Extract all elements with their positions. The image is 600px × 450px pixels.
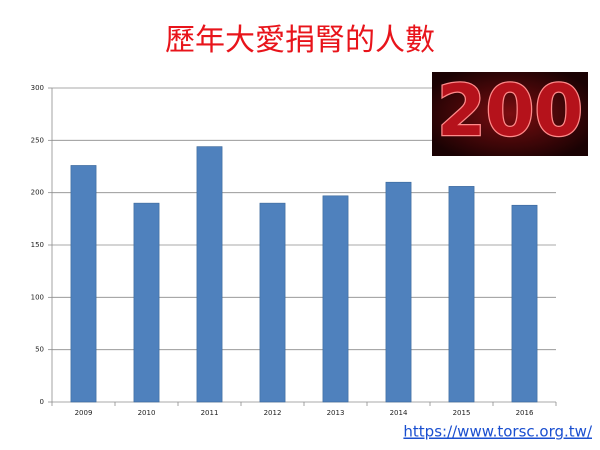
x-tick-label: 2011: [201, 409, 219, 417]
x-tick-label: 2013: [327, 409, 345, 417]
x-tick-label: 2015: [453, 409, 471, 417]
x-tick-label: 2012: [264, 409, 282, 417]
chart-title: 歷年大愛捐腎的人數: [165, 23, 435, 58]
y-tick-label: 150: [31, 241, 44, 249]
y-tick-label: 300: [31, 84, 44, 92]
y-tick-label: 0: [40, 398, 44, 406]
x-tick-label: 2009: [75, 409, 93, 417]
y-tick-label: 250: [31, 136, 44, 144]
bar: [385, 181, 412, 403]
badge-background: [432, 72, 588, 156]
x-tick-label: 2016: [516, 409, 534, 417]
badge-number: 200: [437, 70, 583, 152]
bar: [133, 202, 160, 403]
bar: [70, 165, 97, 403]
bar: [322, 195, 349, 403]
bar: [511, 204, 538, 403]
bar: [259, 202, 286, 403]
bar: [196, 146, 223, 403]
source-link[interactable]: https://www.torsc.org.tw/: [403, 423, 593, 441]
y-tick-label: 50: [35, 346, 44, 354]
y-tick-label: 200: [31, 189, 44, 197]
bar: [448, 186, 475, 403]
x-tick-label: 2014: [390, 409, 408, 417]
x-tick-label: 2010: [138, 409, 156, 417]
y-tick-label: 100: [31, 293, 44, 301]
